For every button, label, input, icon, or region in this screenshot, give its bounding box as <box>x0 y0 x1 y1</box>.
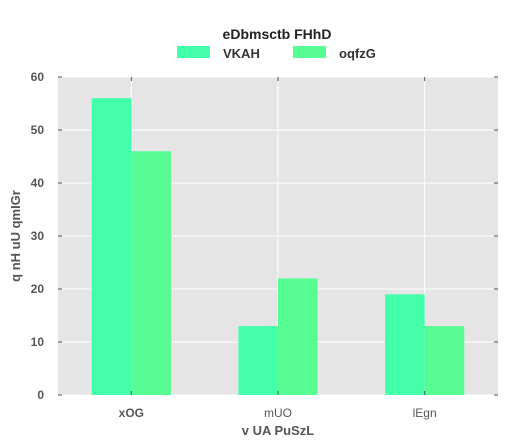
axis-ticks <box>58 76 498 396</box>
bar-oqfzg-muo <box>278 278 318 395</box>
y-tick-label: 60 <box>31 70 45 84</box>
bar-vkah-legn <box>385 294 425 395</box>
x-tick-labels: xOG mUO lEgn <box>119 406 437 420</box>
y-tick-label: 40 <box>31 176 45 190</box>
y-axis-title: q nH uU qmIGr <box>8 190 23 282</box>
legend: eDbmsctb FHhD VKAH oqfzG <box>177 26 376 61</box>
legend-swatch-vkah <box>177 46 210 58</box>
bar-oqfzg-legn <box>424 326 465 395</box>
bar-oqfzg-xog <box>131 151 171 395</box>
bar-vkah-xog <box>91 98 132 395</box>
legend-label-vkah: VKAH <box>223 46 260 61</box>
x-tick-label: xOG <box>119 406 144 420</box>
bars <box>91 98 465 395</box>
legend-label-oqfzg: oqfzG <box>339 46 376 61</box>
legend-title: eDbmsctb FHhD <box>223 26 332 42</box>
y-tick-label: 30 <box>31 229 45 243</box>
y-tick-label: 20 <box>31 282 45 296</box>
x-tick-label: lEgn <box>413 406 437 420</box>
y-tick-label: 50 <box>31 123 45 137</box>
y-tick-label: 0 <box>37 388 44 402</box>
x-axis-title: v UA PuSzL <box>242 423 315 438</box>
y-tick-label: 10 <box>31 335 45 349</box>
bar-vkah-muo <box>238 326 278 395</box>
y-tick-labels: 0 10 20 30 40 50 60 <box>31 70 45 402</box>
x-tick-label: mUO <box>264 406 292 420</box>
legend-swatch-oqfzg <box>293 46 326 58</box>
